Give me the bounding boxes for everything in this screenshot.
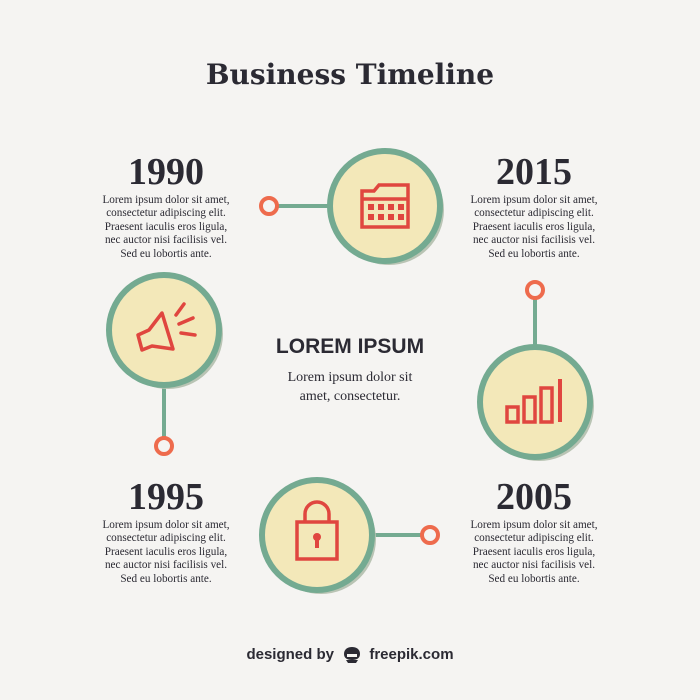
- description-line: Sed eu lobortis ante.: [488, 572, 580, 585]
- description-2015: Lorem ipsum dolor sit amet, consectetur …: [434, 194, 634, 261]
- description-line: nec auctor nisi facilisis vel.: [104, 234, 228, 247]
- connector-1990: [154, 385, 174, 456]
- credit-prefix: designed by: [246, 646, 334, 663]
- description-line: nec auctor nisi facilisis vel.: [472, 559, 596, 572]
- milestone-circle-1990: [106, 272, 223, 389]
- description-line: Praesent iaculis eros ligula,: [472, 545, 596, 558]
- description-1990: Lorem ipsum dolor sit amet, consectetur …: [66, 194, 266, 261]
- description-line: Praesent iaculis eros ligula,: [104, 545, 228, 558]
- megaphone-icon: [136, 302, 197, 352]
- connector-2015: [259, 196, 335, 216]
- connector-1995: [372, 525, 440, 545]
- credit: designed by freepik.com: [0, 646, 700, 664]
- description-line: Lorem ipsum dolor sit amet,: [102, 519, 230, 531]
- description-line: Praesent iaculis eros ligula,: [104, 220, 228, 233]
- center-text-line: Lorem ipsum dolor sit: [287, 370, 413, 385]
- year-1995: 1995: [128, 476, 204, 518]
- connector-dot: [525, 280, 545, 300]
- connector-2005: [525, 280, 545, 350]
- freepik-logo-icon: [344, 647, 361, 664]
- year-1990: 1990: [128, 151, 204, 193]
- description-line: Lorem ipsum dolor sit amet,: [470, 519, 598, 531]
- description-line: nec auctor nisi facilisis vel.: [472, 234, 596, 247]
- padlock-icon: [295, 500, 339, 561]
- description-line: Sed eu lobortis ante.: [120, 572, 212, 585]
- description-line: nec auctor nisi facilisis vel.: [104, 559, 228, 572]
- description-line: consectetur adipiscing elit.: [474, 532, 594, 545]
- calendar-icon: [360, 183, 410, 229]
- description-line: Lorem ipsum dolor sit amet,: [102, 194, 230, 206]
- credit-brand[interactable]: freepik.com: [369, 646, 454, 663]
- description-line: Lorem ipsum dolor sit amet,: [470, 194, 598, 206]
- milestone-circle-2015: [327, 148, 444, 265]
- description-line: consectetur adipiscing elit.: [106, 532, 226, 545]
- connector-dot: [259, 196, 279, 216]
- description-2005: Lorem ipsum dolor sit amet, consectetur …: [434, 519, 634, 586]
- milestone-circle-2005: [477, 344, 594, 461]
- connector-dot: [420, 525, 440, 545]
- description-line: consectetur adipiscing elit.: [474, 207, 594, 220]
- center-text-line: amet, consectetur.: [299, 389, 401, 404]
- description-line: Sed eu lobortis ante.: [120, 247, 212, 260]
- description-line: consectetur adipiscing elit.: [106, 207, 226, 220]
- year-2005: 2005: [496, 476, 572, 518]
- milestone-circle-1995: [259, 477, 376, 594]
- center-heading: LOREM IPSUM: [275, 335, 425, 358]
- description-line: Praesent iaculis eros ligula,: [472, 220, 596, 233]
- bar-chart-icon: [505, 379, 562, 424]
- page-title: Business Timeline: [205, 58, 495, 91]
- description-line: Sed eu lobortis ante.: [488, 247, 580, 260]
- connector-dot: [154, 436, 174, 456]
- year-2015: 2015: [496, 151, 572, 193]
- description-1995: Lorem ipsum dolor sit amet, consectetur …: [66, 519, 266, 586]
- center-text: Lorem ipsum dolor sit amet, consectetur.: [230, 368, 470, 406]
